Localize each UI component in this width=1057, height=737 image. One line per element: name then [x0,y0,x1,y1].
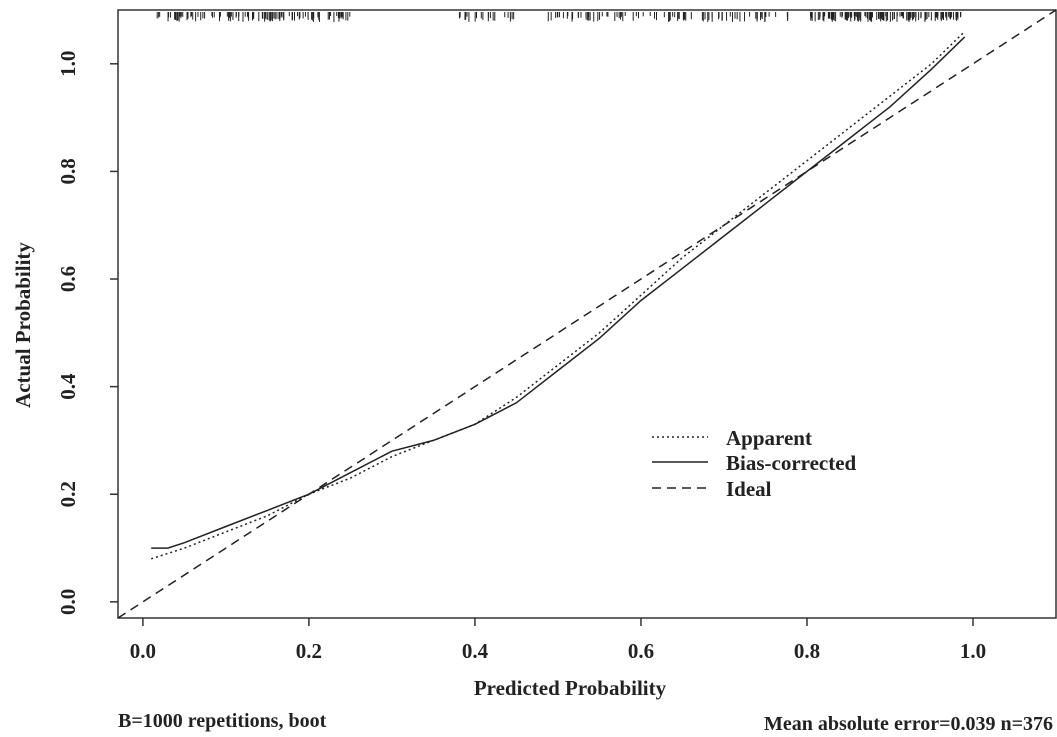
y-tick-label: 0.8 [56,158,80,184]
series-line-apparent [150,30,966,560]
series-line-bias-corrected [151,36,966,549]
y-tick-label: 1.0 [56,51,80,77]
y-tick-label: 0.4 [56,373,80,400]
x-axis: 0.0 0.2 0.4 0.6 0.8 1.0 [130,618,986,663]
x-tick-label: 0.6 [628,639,654,663]
x-tick-label: 0.0 [130,639,156,663]
y-tick-label: 0.2 [56,481,80,507]
x-tick-label: 1.0 [960,639,986,663]
plot-border [117,9,1057,619]
footnote-right: Mean absolute error=0.039 n=376 [764,713,1053,735]
series-line-ideal [117,9,1057,619]
x-tick-label: 0.2 [296,639,322,663]
legend-label: Apparent [726,426,812,450]
y-axis-title: Actual Probability [11,242,35,408]
series-lines [117,9,1057,619]
y-tick-label: 0.6 [56,266,80,292]
legend-label: Bias-corrected [726,451,857,475]
footnote-left: B=1000 repetitions, boot [118,710,327,732]
rug-marks [156,12,962,22]
x-tick-label: 0.8 [794,639,820,663]
y-axis: 0.0 0.2 0.4 0.6 0.8 1.0 [56,51,118,615]
legend-label: Ideal [726,477,772,501]
y-tick-label: 0.0 [56,589,80,615]
x-tick-label: 0.4 [462,639,489,663]
x-axis-title: Predicted Probability [474,676,667,700]
